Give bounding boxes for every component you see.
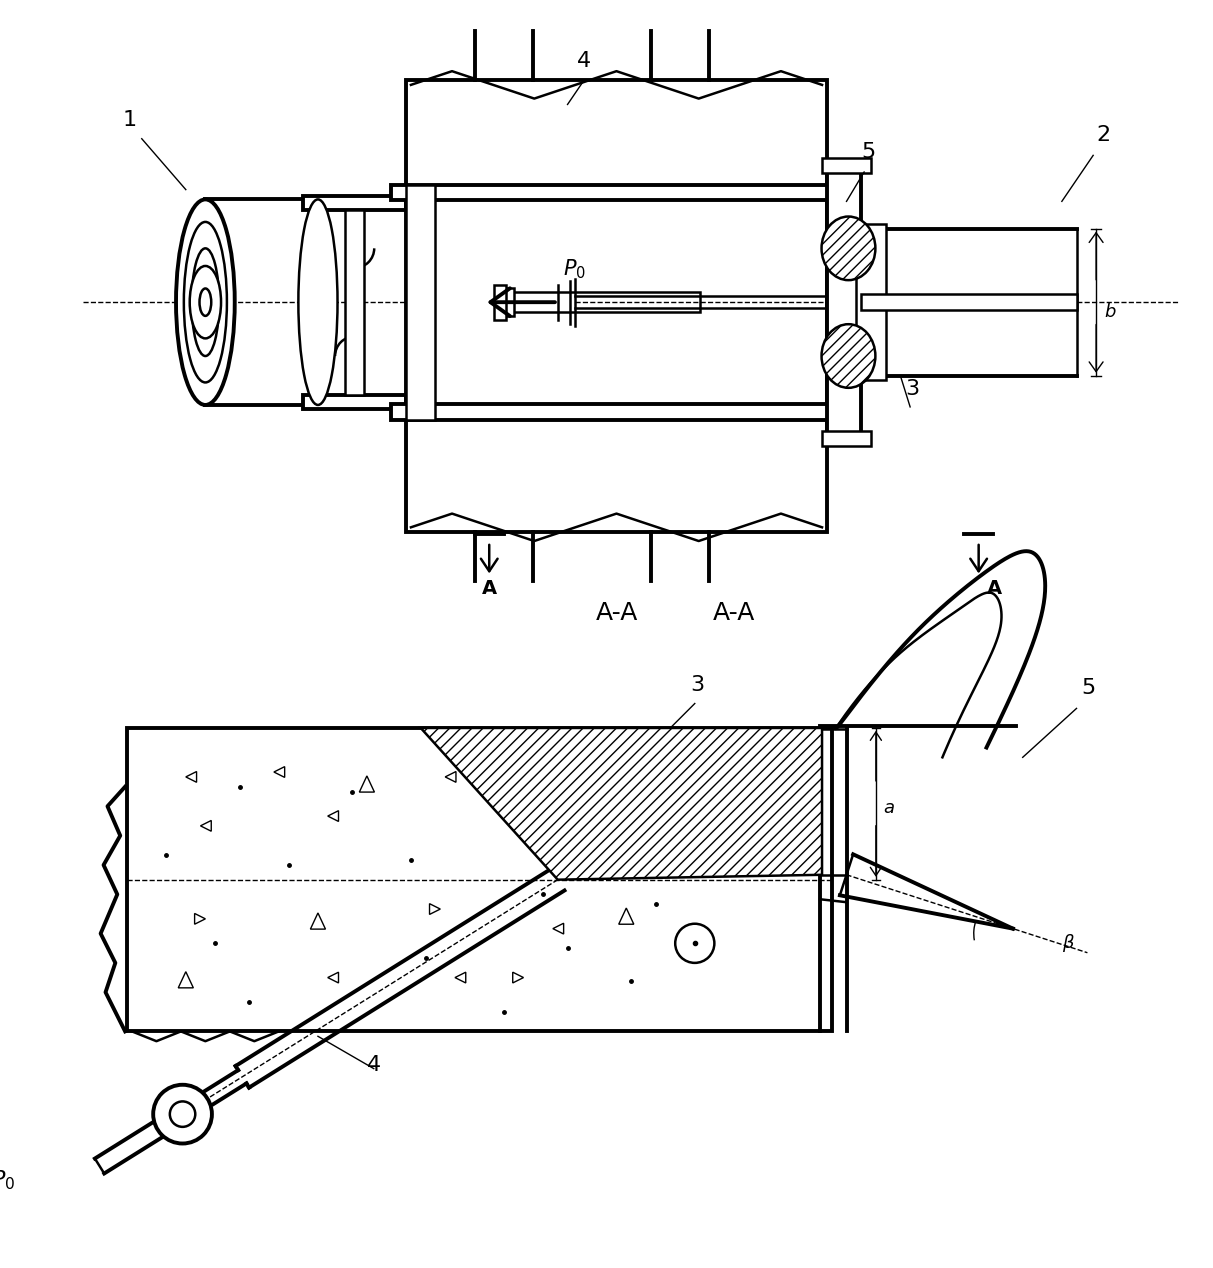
Polygon shape bbox=[311, 913, 325, 929]
Circle shape bbox=[676, 923, 714, 962]
Ellipse shape bbox=[298, 199, 337, 404]
Polygon shape bbox=[429, 904, 440, 914]
Bar bbox=[406, 80, 827, 533]
Text: A: A bbox=[986, 579, 1002, 598]
Polygon shape bbox=[328, 810, 338, 822]
Bar bbox=[822, 431, 871, 446]
Polygon shape bbox=[421, 728, 822, 880]
Bar bbox=[503, 293, 700, 312]
Bar bbox=[856, 224, 885, 380]
Ellipse shape bbox=[192, 249, 220, 356]
Bar bbox=[861, 294, 1076, 309]
Text: 5: 5 bbox=[861, 142, 876, 162]
Bar bbox=[344, 210, 364, 396]
Ellipse shape bbox=[199, 289, 211, 316]
Bar bbox=[303, 197, 406, 210]
Bar bbox=[127, 728, 832, 1031]
Text: 4: 4 bbox=[366, 1055, 381, 1074]
Polygon shape bbox=[553, 923, 564, 935]
Bar bbox=[406, 185, 435, 420]
Text: β: β bbox=[1061, 935, 1074, 952]
Text: 3: 3 bbox=[905, 379, 919, 399]
Ellipse shape bbox=[821, 325, 876, 388]
Polygon shape bbox=[200, 820, 211, 832]
Text: $P_0$: $P_0$ bbox=[0, 1168, 16, 1192]
Polygon shape bbox=[194, 913, 205, 924]
Polygon shape bbox=[186, 771, 197, 782]
Circle shape bbox=[153, 1084, 212, 1144]
Polygon shape bbox=[513, 973, 524, 983]
Polygon shape bbox=[619, 908, 634, 924]
Ellipse shape bbox=[821, 217, 876, 280]
Polygon shape bbox=[178, 971, 193, 988]
Ellipse shape bbox=[176, 199, 235, 404]
Bar bbox=[303, 396, 406, 408]
Polygon shape bbox=[445, 771, 456, 782]
Polygon shape bbox=[455, 973, 466, 983]
Bar bbox=[392, 404, 842, 420]
Text: b: b bbox=[1104, 303, 1115, 321]
Polygon shape bbox=[359, 776, 375, 792]
Text: a: a bbox=[884, 799, 895, 818]
Bar bbox=[827, 170, 861, 435]
Ellipse shape bbox=[189, 266, 221, 339]
Ellipse shape bbox=[184, 222, 227, 383]
Bar bbox=[822, 158, 871, 172]
Circle shape bbox=[170, 1102, 195, 1127]
Text: 5: 5 bbox=[1082, 677, 1095, 697]
Bar bbox=[494, 284, 506, 320]
Text: 3: 3 bbox=[690, 675, 704, 695]
Bar bbox=[392, 185, 842, 200]
Text: A-A: A-A bbox=[713, 601, 756, 625]
Text: 2: 2 bbox=[1097, 124, 1110, 145]
Text: A: A bbox=[482, 579, 496, 598]
Bar bbox=[499, 289, 514, 316]
Polygon shape bbox=[328, 973, 338, 983]
Polygon shape bbox=[274, 767, 285, 777]
Text: A-A: A-A bbox=[597, 601, 639, 625]
Text: $P_0$: $P_0$ bbox=[563, 257, 586, 280]
Text: 4: 4 bbox=[577, 51, 592, 71]
Text: 1: 1 bbox=[123, 110, 136, 131]
